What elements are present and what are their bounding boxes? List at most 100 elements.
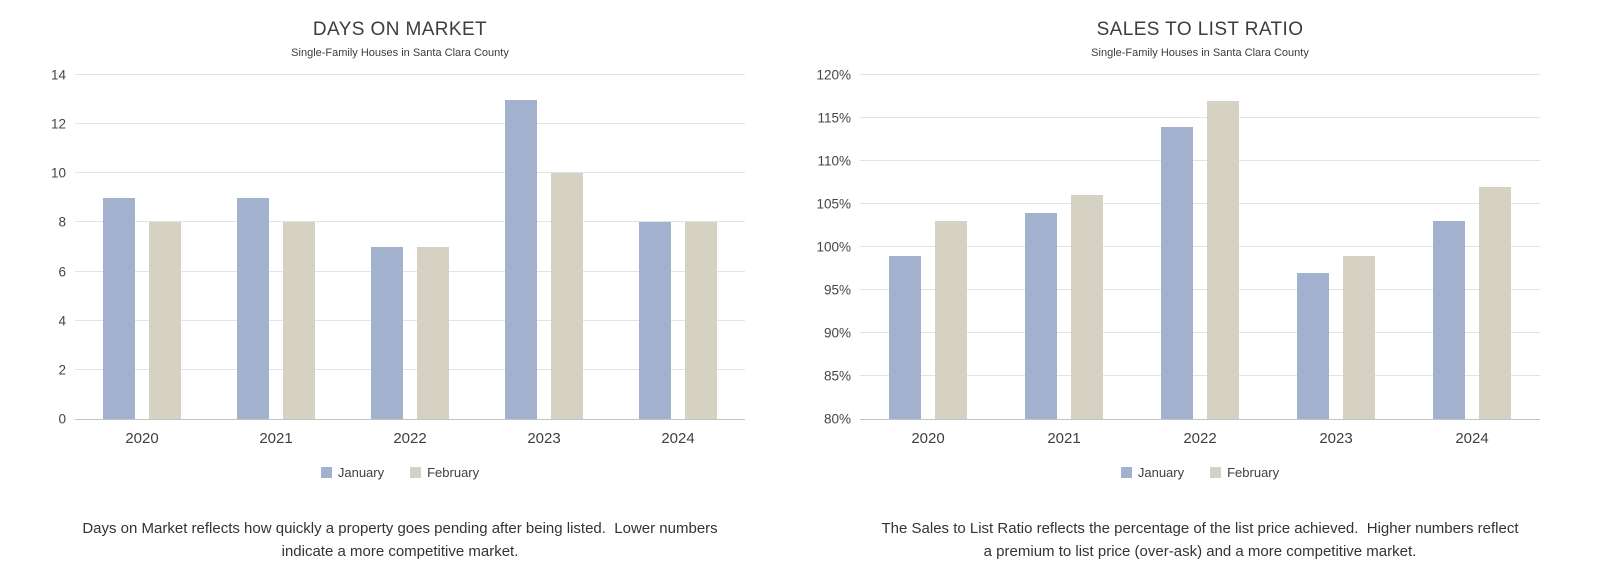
y-tick-label: 110% <box>817 153 851 169</box>
legend: January February <box>15 465 785 480</box>
sales-to-list-ratio-chart: SALES TO LIST RATIO Single-Family Houses… <box>805 0 1595 585</box>
legend-label: February <box>427 465 480 480</box>
chart-title: DAYS ON MARKET <box>312 19 488 40</box>
x-axis-line <box>860 419 1540 420</box>
legend-item-february: February <box>410 465 479 480</box>
gridline <box>860 246 1540 247</box>
legend-label: February <box>1227 465 1280 480</box>
bar-january-2020 <box>889 255 921 419</box>
x-tick-label: 2024 <box>661 430 695 447</box>
chart-subtitle: Single-Family Houses in Santa Clara Coun… <box>1091 47 1309 59</box>
y-tick-label: 0 <box>58 411 66 427</box>
y-tick-label: 120% <box>816 67 851 83</box>
gridline <box>860 203 1540 204</box>
bar-january-2023 <box>1297 272 1329 419</box>
bar-january-2021 <box>1025 212 1057 419</box>
bar-february-2020 <box>935 221 967 419</box>
bar-january-2022 <box>1161 126 1193 419</box>
bar-group-2022 <box>343 75 477 419</box>
y-tick-label: 105% <box>816 196 851 212</box>
legend-item-january: January <box>1120 465 1185 480</box>
bar-january-2024 <box>639 222 671 419</box>
x-tick-label: 2021 <box>259 430 293 447</box>
bar-group-2021 <box>209 75 343 419</box>
legend-swatch-icon <box>320 467 332 478</box>
x-axis-line <box>75 419 745 420</box>
bar-group-2023 <box>477 75 611 419</box>
gridline <box>860 74 1540 75</box>
legend-swatch-icon <box>410 467 422 478</box>
bar-february-2023 <box>1343 255 1375 419</box>
bar-group-2021 <box>996 75 1132 419</box>
legend: January February <box>805 465 1595 480</box>
gridline <box>75 221 745 223</box>
x-tick-label: 2020 <box>911 430 945 447</box>
y-tick-label: 4 <box>58 313 66 329</box>
gridline <box>860 289 1540 290</box>
bar-group-2022 <box>1132 75 1268 419</box>
legend-label: January <box>1137 465 1185 480</box>
bar-january-2024 <box>1433 221 1465 419</box>
plot-area <box>75 74 745 420</box>
legend-label: January <box>337 465 385 480</box>
y-tick-label: 12 <box>50 116 66 132</box>
days-on-market-chart: DAYS ON MARKET Single-Family Houses in S… <box>15 0 785 585</box>
x-tick-label: 2021 <box>1047 430 1081 447</box>
gridline <box>860 332 1540 333</box>
y-tick-label: 14 <box>50 67 66 83</box>
y-tick-label: 100% <box>816 239 851 255</box>
gridline <box>860 375 1540 376</box>
bar-january-2022 <box>371 247 403 419</box>
bar-group-2023 <box>1268 75 1404 419</box>
y-tick-label: 90% <box>823 325 851 341</box>
y-axis: 0 2 4 6 8 10 12 14 <box>15 68 75 427</box>
bar-february-2024 <box>685 222 717 419</box>
y-tick-label: 85% <box>823 368 851 384</box>
legend-swatch-icon <box>1210 467 1222 478</box>
y-tick-label: 115% <box>817 110 851 126</box>
y-tick-label: 8 <box>58 214 66 230</box>
bar-february-2022 <box>1207 100 1239 419</box>
gridline <box>75 368 745 370</box>
gridline <box>75 270 745 272</box>
y-tick-label: 10 <box>50 165 66 181</box>
plot-row: 0 2 4 6 8 10 12 14 <box>15 68 785 427</box>
legend-item-february: February <box>1210 465 1279 480</box>
x-tick-label: 2023 <box>1319 430 1353 447</box>
chart-caption: Days on Market reflects how quickly a pr… <box>82 520 722 560</box>
bar-february-2023 <box>551 173 583 419</box>
legend-swatch-icon <box>1120 467 1132 478</box>
x-axis: 2020 2021 2022 2023 2024 <box>860 430 1540 447</box>
x-tick-label: 2023 <box>527 430 561 447</box>
y-tick-label: 95% <box>823 282 851 298</box>
bar-groups <box>860 75 1540 419</box>
gridline <box>75 319 745 321</box>
bar-groups <box>75 75 745 419</box>
x-axis: 2020 2021 2022 2023 2024 <box>75 430 745 447</box>
bar-january-2020 <box>103 197 135 419</box>
x-tick-label: 2020 <box>125 430 159 447</box>
gridline <box>860 160 1540 161</box>
chart-title: SALES TO LIST RATIO <box>1096 19 1304 40</box>
y-tick-label: 2 <box>58 362 66 378</box>
y-tick-label: 6 <box>58 264 66 280</box>
bar-february-2022 <box>417 247 449 419</box>
bar-group-2020 <box>75 75 209 419</box>
x-tick-label: 2024 <box>1455 430 1489 447</box>
legend-item-january: January <box>320 465 385 480</box>
bar-group-2020 <box>860 75 996 419</box>
bar-february-2024 <box>1479 186 1511 419</box>
bar-january-2023 <box>505 99 537 419</box>
gridline <box>75 172 745 174</box>
y-axis: 80% 85% 90% 95% 100% 105% 110% 115% 120% <box>805 68 860 427</box>
bar-january-2021 <box>237 197 269 419</box>
gridline <box>75 74 745 75</box>
bar-february-2021 <box>1071 195 1103 419</box>
gridline <box>860 117 1540 118</box>
bar-february-2020 <box>149 222 181 419</box>
plot-area <box>860 74 1540 420</box>
y-tick-label: 80% <box>823 411 851 427</box>
chart-caption: The Sales to List Ratio reflects the per… <box>881 520 1523 560</box>
bar-february-2021 <box>283 222 315 419</box>
bar-group-2024 <box>611 75 745 419</box>
